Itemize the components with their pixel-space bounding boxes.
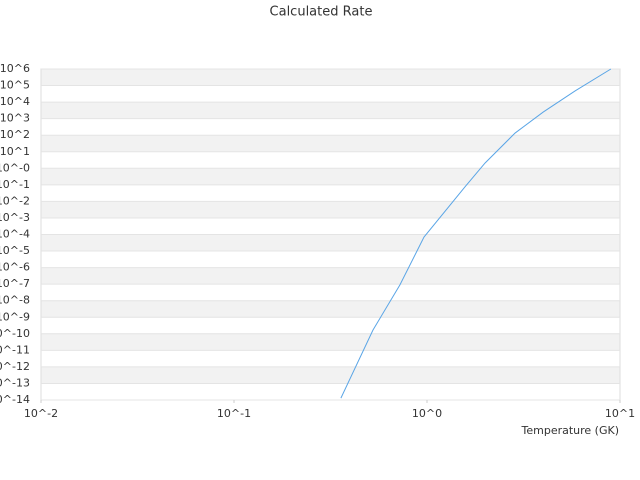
y-tick-label: 10^-13 [0, 376, 30, 389]
grid-band [41, 300, 620, 318]
y-tick-label: 10^-7 [0, 277, 30, 290]
y-tick-label: 10^-5 [0, 244, 30, 257]
grid-band [41, 317, 620, 334]
grid-band [41, 69, 620, 86]
y-tick-label: 10^-8 [0, 294, 30, 307]
y-tick-label: 10^-1 [0, 178, 30, 191]
y-tick-label: 10^3 [0, 112, 30, 125]
x-tick-label: 10^0 [412, 407, 442, 420]
y-tick-label: 10^-3 [0, 211, 30, 224]
grid-band [41, 234, 620, 252]
grid-band [41, 184, 620, 202]
y-tick-label: 10^-4 [0, 228, 30, 241]
grid-band [41, 366, 620, 384]
y-tick-label: 10^-10 [0, 327, 30, 340]
y-tick-label: 10^1 [0, 145, 30, 158]
y-tick-label: 10^5 [0, 79, 30, 92]
y-tick-label: 10^-11 [0, 343, 30, 356]
grid-band [41, 151, 620, 169]
grid-band [41, 102, 620, 119]
grid-band [41, 350, 620, 367]
y-tick-label: 10^-2 [0, 194, 30, 207]
grid-band [41, 217, 620, 235]
grid-band [41, 85, 620, 103]
y-tick-label: 10^-6 [0, 261, 30, 274]
y-tick-label: 10^2 [0, 128, 30, 141]
grid-band [41, 251, 620, 268]
y-tick-label: 10^-12 [0, 360, 30, 373]
y-tick-label: 10^-14 [0, 393, 30, 406]
x-tick-label: 10^-2 [24, 407, 58, 420]
grid-band [41, 284, 620, 301]
y-tick-label: 10^-9 [0, 310, 30, 323]
grid-band [41, 118, 620, 136]
y-tick-label: 10^6 [0, 62, 30, 75]
y-tick-label: 10^-0 [0, 161, 30, 174]
grid-band [41, 201, 620, 218]
y-tick-label: 10^4 [0, 95, 30, 108]
grid-band [41, 333, 620, 351]
x-tick-label: 10^-1 [217, 407, 251, 420]
grid-band [41, 383, 620, 400]
grid-band [41, 267, 620, 285]
chart-title: Calculated Rate [270, 5, 373, 20]
grid-band [41, 168, 620, 185]
x-tick-label: 10^1 [605, 407, 635, 420]
plot-background [40, 68, 621, 401]
grid-band [41, 135, 620, 152]
data-line [340, 68, 612, 399]
x-axis-label: Temperature (GK) [521, 424, 620, 437]
